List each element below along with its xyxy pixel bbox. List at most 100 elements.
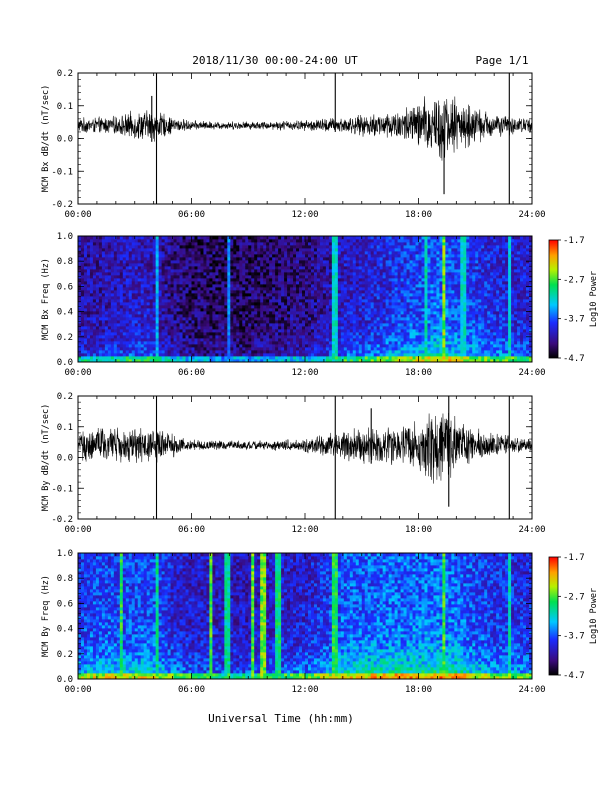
- spectrogram-cell: [409, 296, 413, 300]
- spectrogram-cell: [224, 287, 228, 291]
- spectrogram-cell: [230, 311, 234, 315]
- spectrogram-cell: [284, 338, 288, 342]
- spectrogram-cell: [358, 305, 363, 309]
- spectrogram-cell: [388, 293, 393, 297]
- spectrogram-cell: [167, 245, 171, 249]
- spectrogram-cell: [221, 305, 225, 309]
- spectrogram-cell: [146, 317, 151, 321]
- spectrogram-cell: [358, 236, 363, 240]
- spectrogram-cell: [328, 329, 333, 333]
- spectrogram-cell: [95, 302, 100, 306]
- spectrogram-cell: [412, 275, 416, 279]
- spectrogram-cell: [158, 317, 163, 321]
- spectrogram-cell: [116, 236, 121, 240]
- spectrogram-cell: [209, 332, 213, 336]
- spectrogram-cell: [230, 359, 234, 363]
- spectrogram-cell: [167, 353, 171, 357]
- spectrogram-cell: [406, 338, 410, 342]
- spectrogram-cell: [418, 248, 422, 252]
- spectrogram-cell: [313, 326, 318, 330]
- spectrogram-cell: [224, 290, 228, 294]
- spectrogram-cell: [275, 353, 279, 357]
- spectrogram-cell: [140, 356, 145, 360]
- spectrogram-cell: [310, 257, 315, 261]
- spectrogram-cell: [334, 332, 339, 336]
- spectrogram-cell: [400, 338, 404, 342]
- spectrogram-cell: [331, 251, 336, 255]
- spectrogram-cell: [164, 335, 169, 339]
- spectrogram-cell: [182, 347, 186, 351]
- spectrogram-cell: [352, 278, 357, 282]
- spectrogram-cell: [176, 248, 180, 252]
- spectrogram-cell: [296, 269, 300, 273]
- spectrogram-cell: [281, 299, 285, 303]
- spectrogram-cell: [92, 353, 97, 357]
- spectrogram-cell: [92, 269, 97, 273]
- spectrogram-cell: [182, 248, 186, 252]
- spectrogram-cell: [257, 293, 261, 297]
- spectrogram-cell: [104, 338, 109, 342]
- spectrogram-cell: [415, 332, 419, 336]
- spectrogram-cell: [119, 254, 124, 258]
- spectrogram-cell: [92, 248, 97, 252]
- spectrogram-cell: [319, 326, 324, 330]
- spectrogram-cell: [275, 275, 279, 279]
- spectrogram-cell: [296, 242, 300, 246]
- spectrogram-cell: [131, 257, 136, 261]
- spectrogram-cell: [158, 335, 163, 339]
- spectrogram-cell: [209, 290, 213, 294]
- spectrogram-cell: [364, 272, 369, 276]
- spectrogram-cell: [281, 338, 285, 342]
- spectrogram-cell: [113, 302, 118, 306]
- spectrogram-cell: [191, 248, 195, 252]
- spectrogram-cell: [185, 356, 189, 360]
- spectrogram-cell: [167, 356, 171, 360]
- spectrogram-cell: [257, 302, 261, 306]
- spectrogram-cell: [239, 266, 243, 270]
- spectrogram-cell: [260, 275, 264, 279]
- spectrogram-cell: [173, 320, 177, 324]
- spectrogram-cell: [334, 311, 339, 315]
- spectrogram-cell: [167, 293, 171, 297]
- spectrogram-cell: [230, 263, 234, 267]
- spectrogram-cell: [107, 350, 112, 354]
- spectrogram-cell: [242, 335, 246, 339]
- spectrogram-cell: [284, 350, 288, 354]
- spectrogram-cell: [176, 275, 180, 279]
- spectrogram-cell: [352, 320, 357, 324]
- spectrogram-cell: [215, 248, 219, 252]
- spectrogram-cell: [352, 293, 357, 297]
- spectrogram-cell: [319, 290, 324, 294]
- spectrogram-cell: [364, 257, 369, 261]
- spectrogram-cell: [230, 323, 234, 327]
- spectrogram-cell: [194, 248, 198, 252]
- spectrogram-cell: [89, 299, 94, 303]
- spectrogram-cell: [397, 323, 401, 327]
- spectrogram-cell: [221, 242, 225, 246]
- spectrogram-cell: [361, 329, 366, 333]
- spectrogram-cell: [203, 341, 207, 345]
- spectrogram-cell: [287, 278, 291, 282]
- spectrogram-cell: [140, 335, 145, 339]
- spectrogram-cell: [337, 293, 342, 297]
- spectrogram-cell: [215, 251, 219, 255]
- spectrogram-cell: [302, 332, 306, 336]
- spectrogram-cell: [322, 245, 327, 249]
- spectrogram-cell: [397, 311, 401, 315]
- spectrogram-cell: [316, 338, 321, 342]
- spectrogram-cell: [278, 251, 282, 255]
- spectrogram-cell: [191, 320, 195, 324]
- spectrogram-cell: [227, 308, 231, 312]
- spectrogram-cell: [331, 269, 336, 273]
- spectrogram-cell: [307, 332, 312, 336]
- spectrogram-cell: [325, 272, 330, 276]
- spectrogram-cell: [146, 323, 151, 327]
- spectrogram-cell: [266, 266, 270, 270]
- spectrogram-cell: [149, 236, 154, 240]
- spectrogram-cell: [113, 308, 118, 312]
- spectrogram-cell: [194, 320, 198, 324]
- spectrogram-cell: [412, 266, 416, 270]
- spectrogram-cell: [155, 293, 160, 297]
- spectrogram-cell: [92, 245, 97, 249]
- spectrogram-cell: [373, 335, 378, 339]
